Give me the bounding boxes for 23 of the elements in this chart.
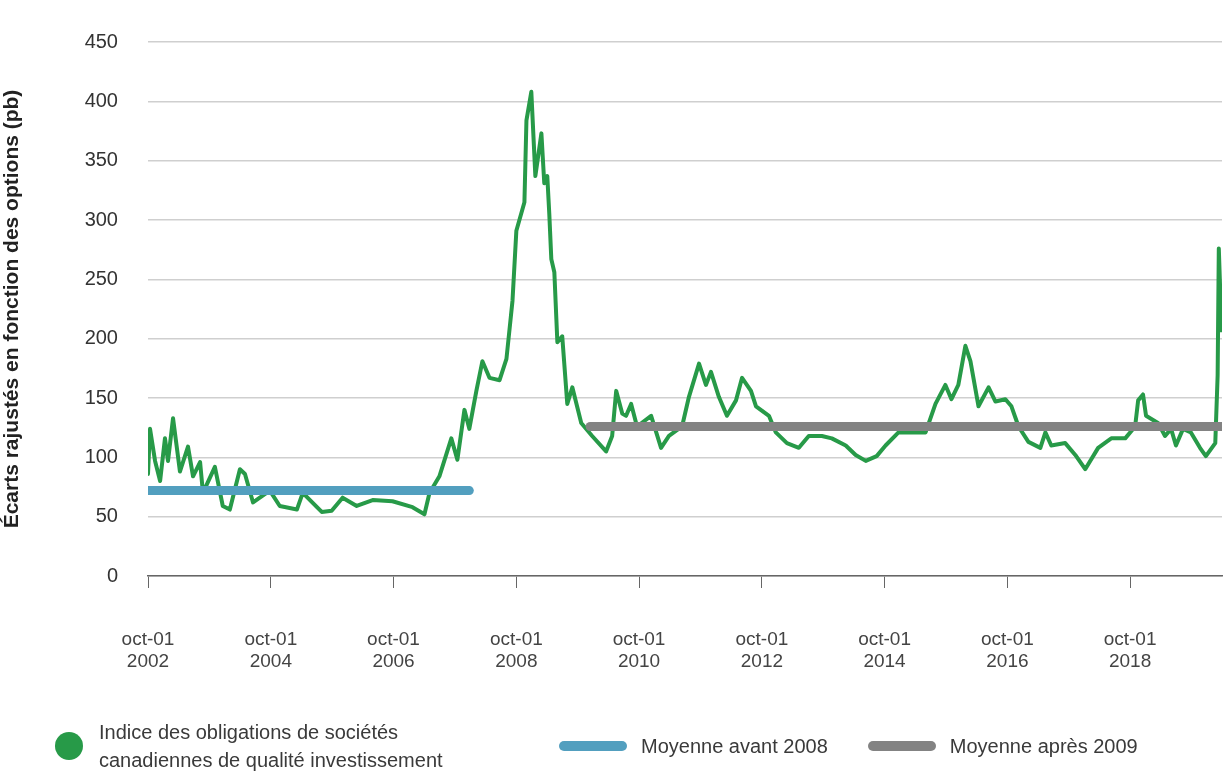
x-tick-label: oct-01 2018 (1103, 627, 1157, 672)
legend-label: Moyenne après 2009 (949, 734, 1138, 759)
y-tick-label: 50 (95, 504, 118, 527)
y-tick-label: 350 (84, 148, 118, 171)
legend-label: Indice des obligations de sociétés canadiennes de qualité investissement (99, 720, 444, 773)
y-tick-label: 200 (84, 326, 118, 349)
y-tick-label: 100 (84, 444, 118, 467)
y-axis-title: Écarts rajustés en fonction des options (pb) (0, 89, 23, 529)
x-tick-label: oct-01 2004 (244, 627, 298, 672)
y-tick-label: 300 (84, 207, 118, 230)
x-tick-label: oct-01 2010 (612, 627, 666, 672)
x-tick-label: oct-01 2014 (858, 627, 911, 672)
legend-label: Moyenne avant 2008 (641, 734, 828, 759)
y-tick-label: 400 (84, 88, 118, 111)
x-tick-label: oct-01 2016 (981, 627, 1034, 672)
y-tick-label: 250 (84, 266, 118, 289)
y-tick-label: 150 (84, 385, 118, 408)
x-tick-label: oct-01 2006 (367, 627, 420, 672)
x-tick-label: oct-01 2002 (121, 627, 175, 672)
y-tick-label: 0 (106, 563, 118, 586)
y-tick-label: 450 (84, 29, 118, 52)
x-tick-label: oct-01 2008 (489, 627, 543, 672)
x-tick-label: oct-01 2012 (735, 627, 789, 672)
